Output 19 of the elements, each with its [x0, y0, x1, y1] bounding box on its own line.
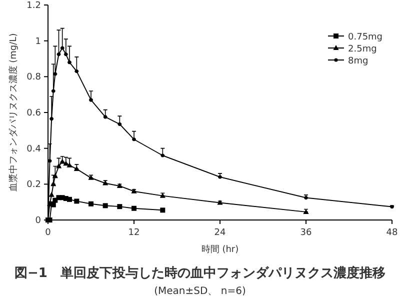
text: (Mean±SD、 n=6) — [154, 286, 246, 297]
text: 図−1 単回皮下投与した時の血中フォンダパリヌクス濃度推移 — [14, 265, 386, 281]
legend-label: 0.75mg — [348, 32, 383, 42]
y-tick-label: 0.2 — [26, 180, 41, 190]
x-tick-label: 36 — [300, 228, 312, 238]
y-tick-label: 1 — [35, 36, 41, 47]
y-tick-label: 0.4 — [26, 144, 42, 154]
legend-label: 8mg — [348, 56, 368, 66]
x-tick-label: 24 — [214, 228, 226, 238]
x-tick-label: 48 — [386, 228, 398, 238]
x-axis-title: 時間 (hr) — [201, 244, 239, 255]
y-axis-title: 血漿中フォンダパリヌクス濃度 (mg/L) — [8, 33, 19, 192]
y-tick-label: 0.6 — [26, 108, 42, 118]
y-tick-label: 1.2 — [26, 1, 41, 11]
legend-label: 2.5mg — [348, 44, 377, 54]
x-tick-label: 0 — [45, 228, 52, 238]
y-tick-label: 0.8 — [26, 72, 42, 83]
x-tick-label: 12 — [128, 228, 140, 238]
y-tick-label: 0 — [35, 216, 42, 226]
